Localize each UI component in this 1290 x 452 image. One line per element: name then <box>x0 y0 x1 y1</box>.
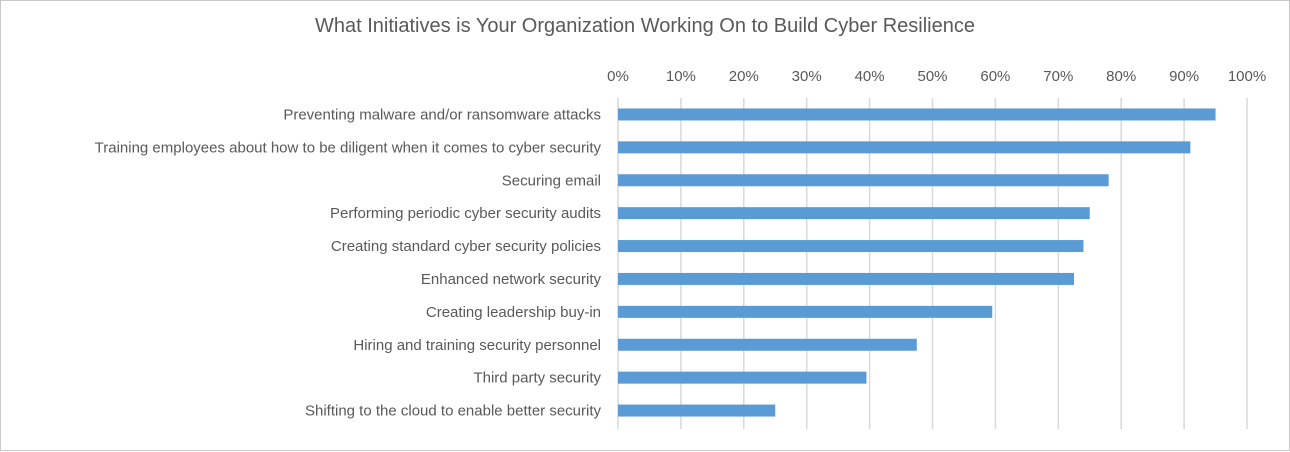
x-tick-label: 30% <box>792 68 822 85</box>
bar <box>618 338 917 351</box>
x-tick-label: 40% <box>855 68 885 85</box>
category-label: Training employees about how to be dilig… <box>95 139 602 156</box>
bar <box>618 272 1075 285</box>
bar <box>618 207 1090 220</box>
category-label: Third party security <box>473 370 601 387</box>
x-tick-label: 20% <box>729 68 759 85</box>
bar <box>618 305 993 318</box>
x-tick-label: 50% <box>917 68 947 85</box>
x-tick-label: 10% <box>666 68 696 85</box>
bar <box>618 240 1084 253</box>
chart-title: What Initiatives is Your Organization Wo… <box>315 15 975 37</box>
category-label: Performing periodic cyber security audit… <box>330 205 601 222</box>
bar <box>618 404 776 417</box>
x-tick-label: 80% <box>1106 68 1136 85</box>
bar <box>618 108 1216 121</box>
category-label: Enhanced network security <box>421 271 602 288</box>
x-tick-label: 60% <box>980 68 1010 85</box>
x-tick-label: 90% <box>1169 68 1199 85</box>
category-label: Shifting to the cloud to enable better s… <box>305 403 602 420</box>
bar <box>618 141 1191 154</box>
category-label: Preventing malware and/or ransomware att… <box>283 106 601 123</box>
category-label: Securing email <box>502 172 601 189</box>
category-label: Hiring and training security personnel <box>353 337 601 354</box>
bar <box>618 174 1109 187</box>
category-label: Creating standard cyber security policie… <box>331 238 601 255</box>
x-tick-label: 100% <box>1228 68 1266 85</box>
x-tick-label: 0% <box>607 68 629 85</box>
category-label: Creating leadership buy-in <box>426 304 601 321</box>
x-tick-label: 70% <box>1043 68 1073 85</box>
bar <box>618 371 867 384</box>
